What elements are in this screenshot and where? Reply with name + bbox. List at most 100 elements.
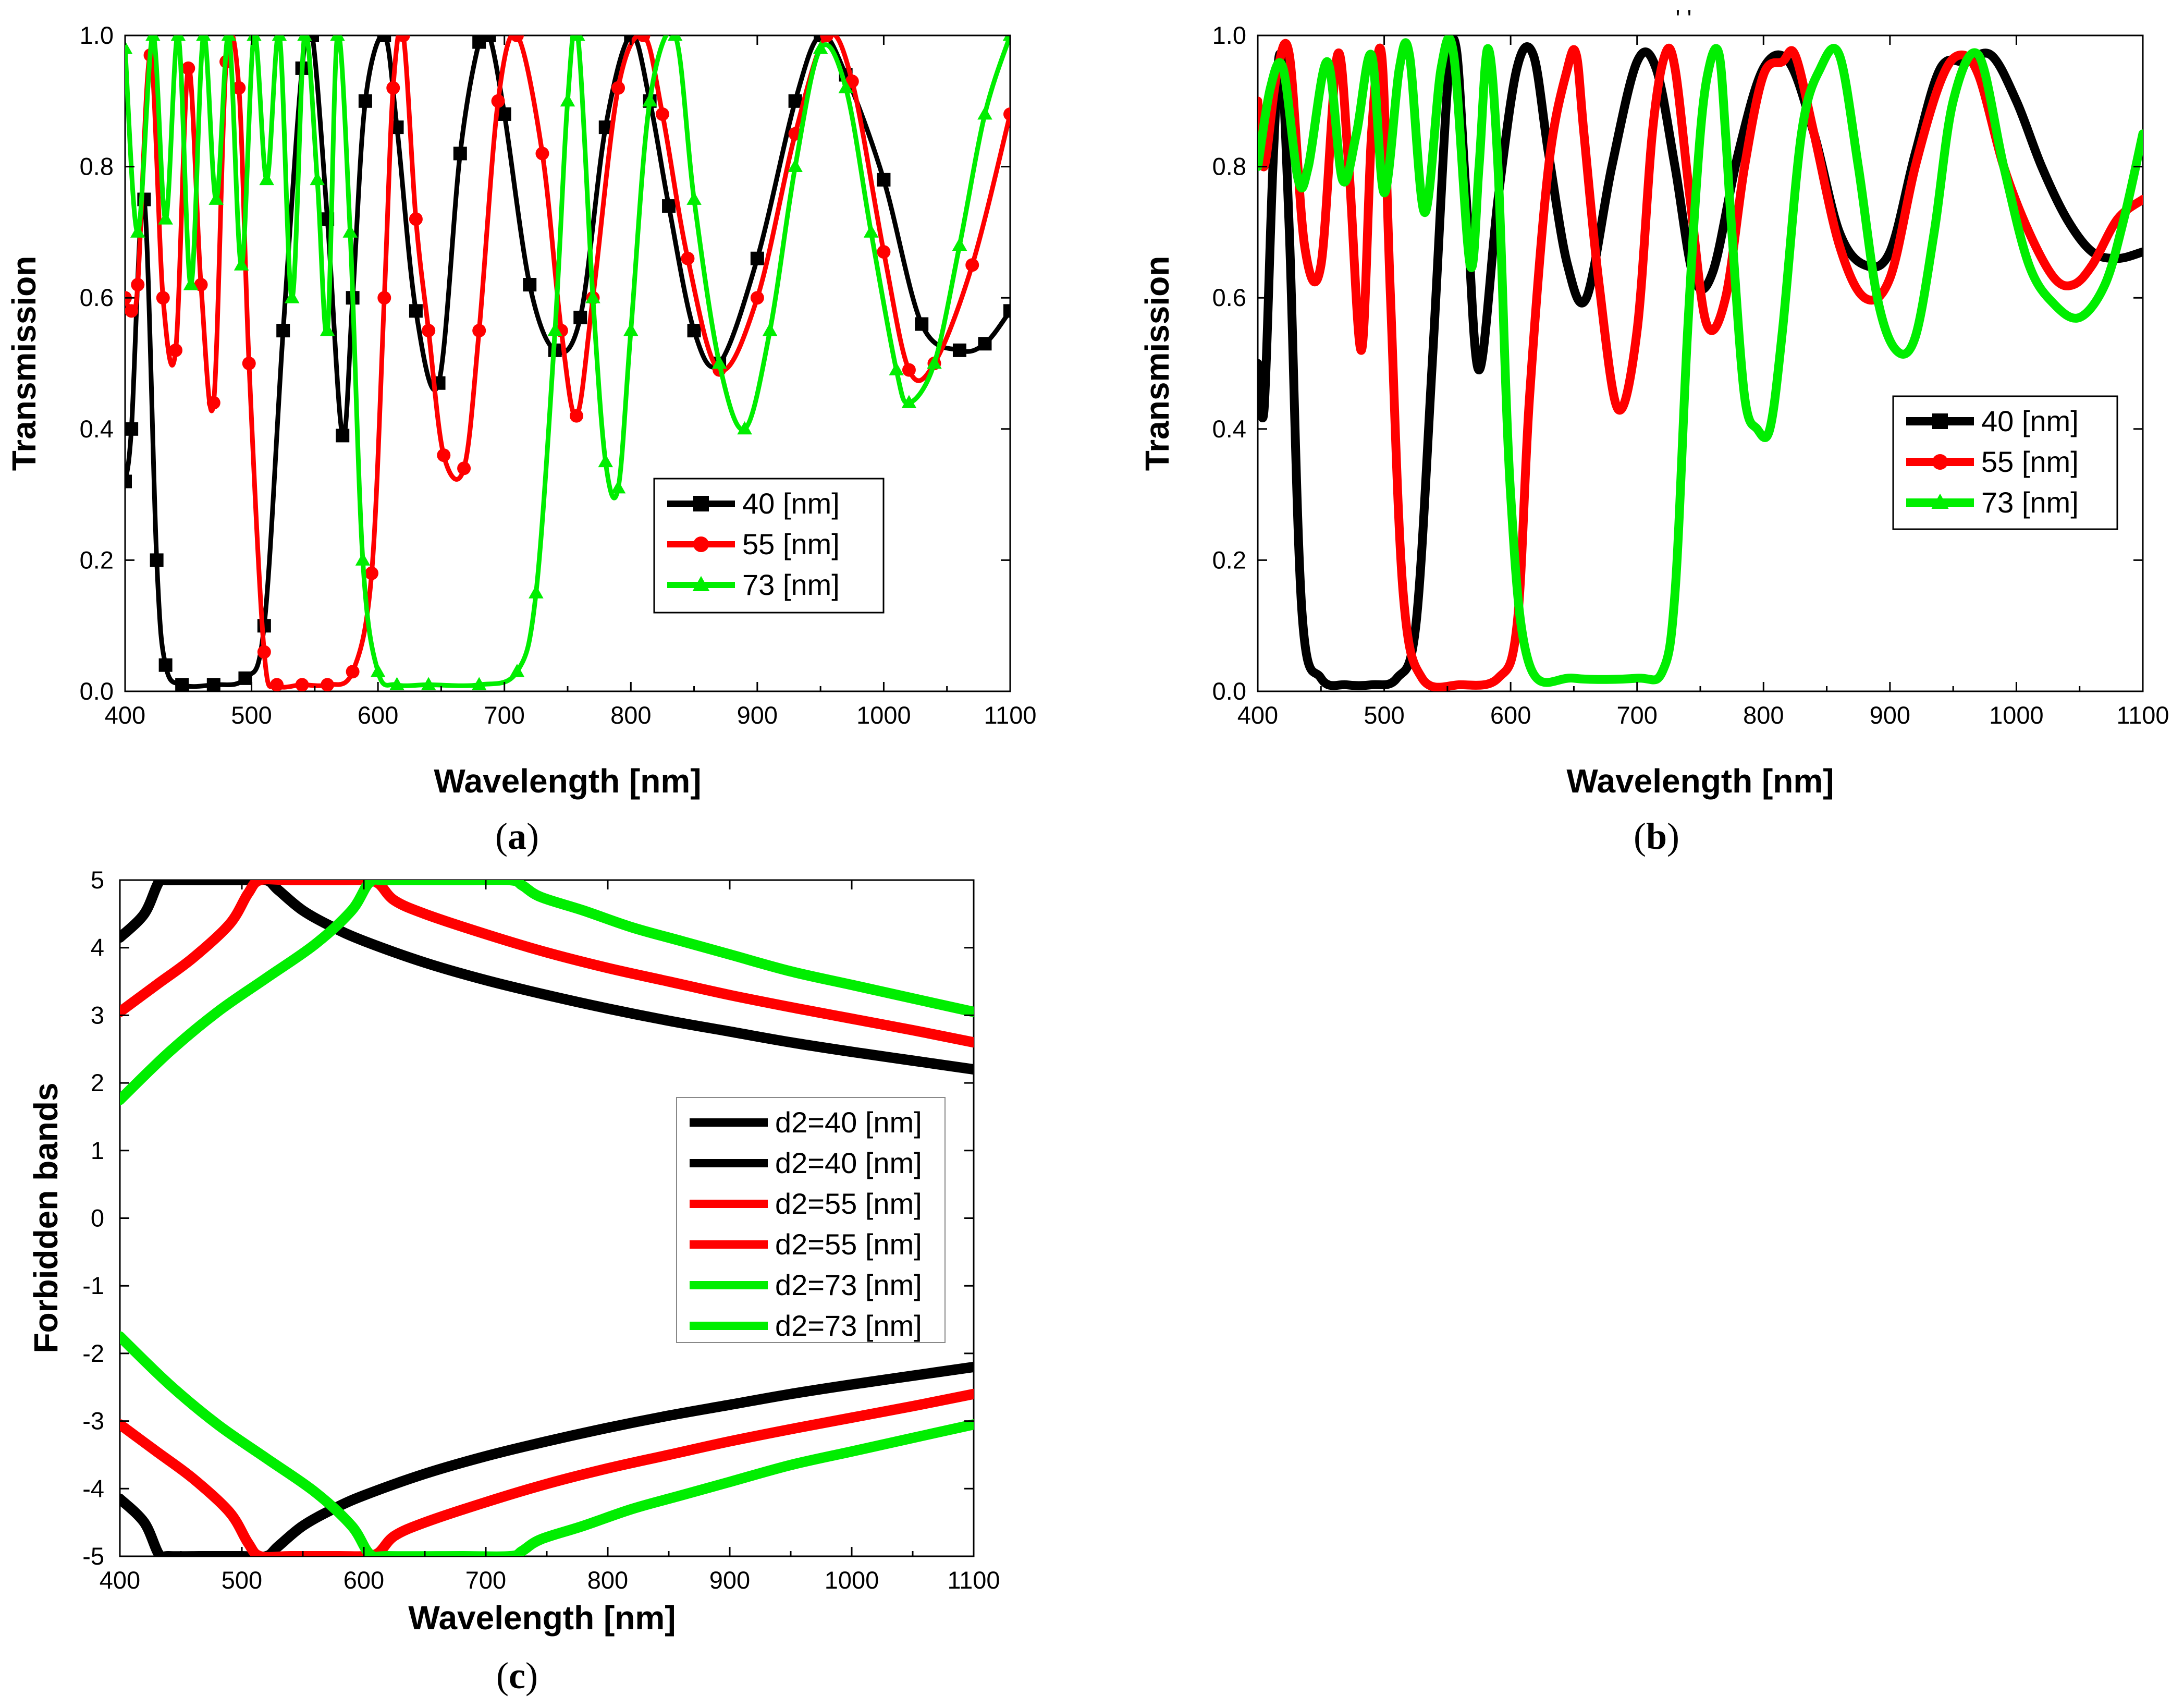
panel-c-x-tick-label-1: 500: [222, 1566, 262, 1594]
panel-b-caption-letter: b: [1646, 815, 1667, 857]
panel-b-series-2-point-47: [2054, 303, 2055, 305]
panel-a-x-tick-label-6: 1000: [856, 701, 911, 729]
panel-b-series-1-point-40: [1940, 81, 1941, 82]
panel-b-series-1-point-46: [2072, 284, 2074, 286]
panel-c-caption-close: ): [525, 1655, 538, 1697]
panel-b-legend-marker-1: [1932, 454, 1948, 470]
panel-a-series-2-point-23: [471, 677, 487, 690]
panel-a-x-tick-label-1: 500: [231, 701, 272, 729]
panel-a-series-2-point-18: [342, 224, 358, 238]
panel-a-series-2-point-9: [234, 257, 249, 271]
panel-b-series-1-point-39: [1915, 166, 1916, 167]
panel-b-series-0-point-39: [2016, 100, 2017, 102]
panel-b-series-2-point-39: [1876, 297, 1878, 299]
panel-a-series-1-point-45: [1003, 107, 1010, 121]
panel-b-series-1-point-47: [2091, 264, 2093, 266]
panel-b-series-1-point-18: [1548, 166, 1549, 167]
panel-b-series-2-point-32: [1757, 428, 1758, 430]
panel-c-caption: (c): [496, 1655, 538, 1697]
panel-a-series-0-point-18: [409, 304, 423, 318]
panel-b-series-0-point-40: [2041, 166, 2042, 167]
panel-c-series-3-point-12: [485, 1502, 486, 1503]
panel-a-series-2-point-26: [547, 323, 563, 336]
panel-c-series-5-point-2: [217, 1424, 218, 1425]
panel-b-series-1-point-45: [2054, 277, 2055, 279]
panel-a-series-2-point-11: [259, 172, 274, 186]
panel-b-caption-close: ): [1667, 815, 1679, 857]
panel-c-series-4-point-1: [168, 1052, 169, 1053]
panel-c-series-2-point-0: [119, 1011, 120, 1012]
panel-a-axis-layer: 400 500 600 700 800 900 1000 1100 0.0 0.2 0.4 0.6 0.…: [80, 21, 1037, 729]
panel-c-series-4-point-0: [119, 1100, 120, 1101]
panel-b-series-2-point-14: [1453, 54, 1454, 56]
panel-a-series-1-point-30: [569, 409, 583, 423]
panel-a-legend-items: 40 [nm] 55 [nm] 73 [nm]: [667, 487, 840, 601]
panel-a-series-1-point-2: [131, 278, 145, 292]
panel-b-series-0-point-6: [1320, 677, 1322, 679]
panel-b-series-1-point-42: [1978, 74, 1979, 76]
panel-a-series-2-point-41: [838, 80, 853, 94]
panel-c-series-1-point-2: [158, 1554, 159, 1555]
panel-c-series-1-point-20: [973, 1366, 974, 1368]
panel-c-x-tick-label-7: 1100: [947, 1566, 1000, 1594]
panel-b-series-2-point-19: [1510, 494, 1512, 495]
panel-b-series-0-point-28: [1737, 153, 1739, 154]
panel-a-series-2-point-40: [813, 41, 828, 54]
panel-a-legend-label-2: 73 [nm]: [742, 568, 840, 601]
panel-c-series-0-point-2: [158, 881, 159, 883]
panel-a-series-2-point-6: [196, 35, 211, 41]
panel-a-series-2-point-25: [529, 585, 544, 599]
panel-b-series-0-point-10: [1415, 625, 1417, 627]
panel-b-series-1-point-25: [1651, 133, 1653, 135]
panel-b-series-2-point-9: [1383, 192, 1385, 193]
panel-c-series-0-line: [120, 880, 974, 1075]
panel-a-series-2-point-29: [585, 290, 600, 303]
panel-a-series-0-point-38: [915, 317, 929, 331]
panel-c-series-3-point-11: [424, 1522, 425, 1523]
panel-b-transmission-chart: 400 500 600 700 800 900 1000 1100 0.0 0.2 0.4 0.6 0.…: [1138, 5, 2169, 857]
panel-a-series-1-point-10: [232, 81, 246, 95]
panel-b-y-tick-label-3: 0.6: [1212, 284, 1246, 311]
panel-b-series-0-point-21: [1586, 297, 1587, 299]
panel-b-series-0-point-24: [1655, 67, 1657, 69]
panel-a-series-1-point-19: [386, 81, 400, 95]
panel-c-series-2-point-2: [192, 957, 194, 959]
panel-c-series-1-point-17: [790, 1393, 791, 1395]
panel-a-legend-marker-2: [692, 576, 710, 591]
panel-b-y-tick-label-2: 0.4: [1212, 415, 1246, 443]
panel-c-series-3-point-6: [290, 1556, 291, 1557]
panel-b-series-2-point-3: [1297, 179, 1299, 180]
panel-a-series-0-point-26: [573, 310, 587, 324]
panel-c-series-3-point-18: [851, 1417, 852, 1419]
panel-c-series-4-point-13: [631, 926, 633, 928]
panel-b-series-2-point-15: [1469, 264, 1471, 266]
panel-c-series-2-point-15: [668, 981, 669, 982]
panel-a-series-2-point-42: [863, 224, 879, 238]
panel-c-y-tick-label-6: 1: [91, 1137, 104, 1164]
panel-b-series-0-point-34: [1889, 251, 1891, 253]
panel-b-series-1-point-8: [1360, 349, 1362, 351]
panel-a-series-1-point-1: [125, 304, 139, 318]
panel-b-y-tick-label-5: 1.0: [1212, 21, 1246, 49]
panel-c-forbidden-bands-chart: 400 500 600 700 800 900 1000 1100 -5 -4 -3 -2 -1 0 1 2 3…: [27, 866, 1000, 1697]
panel-a-series-2-point-2: [145, 35, 161, 41]
panel-a-series-1-point-25: [472, 324, 486, 338]
panel-a-transmission-chart: 400 500 600 700 800 900 1000 1100 0.0 0.2 0.4 0.6 0.…: [5, 21, 1037, 857]
panel-a-series-0-point-6: [206, 678, 220, 691]
panel-c-series-5-point-6: [369, 1554, 371, 1555]
panel-c-series-0-point-8: [302, 910, 303, 911]
panel-a-series-1-point-13: [270, 678, 284, 691]
panel-b-series-2-point-34: [1782, 330, 1783, 332]
panel-b-series-clip: [1258, 35, 2143, 691]
panel-c-series-5-point-13: [631, 1508, 633, 1510]
panel-c-series-2-point-6: [290, 880, 291, 881]
panel-c-series-5-point-18: [912, 1437, 913, 1439]
panel-b-series-1-point-12: [1402, 592, 1404, 594]
panel-a-series-1-point-44: [965, 258, 979, 272]
panel-a-series-1-point-11: [242, 357, 256, 370]
panel-c-series-3-point-7: [339, 1556, 340, 1557]
panel-a-series-2-point-12: [272, 35, 287, 41]
panel-b-series-layer: [1258, 35, 2143, 691]
panel-b-legend-label-0: 40 [nm]: [1981, 405, 2079, 437]
panel-a-legend-marker-1: [693, 536, 709, 552]
